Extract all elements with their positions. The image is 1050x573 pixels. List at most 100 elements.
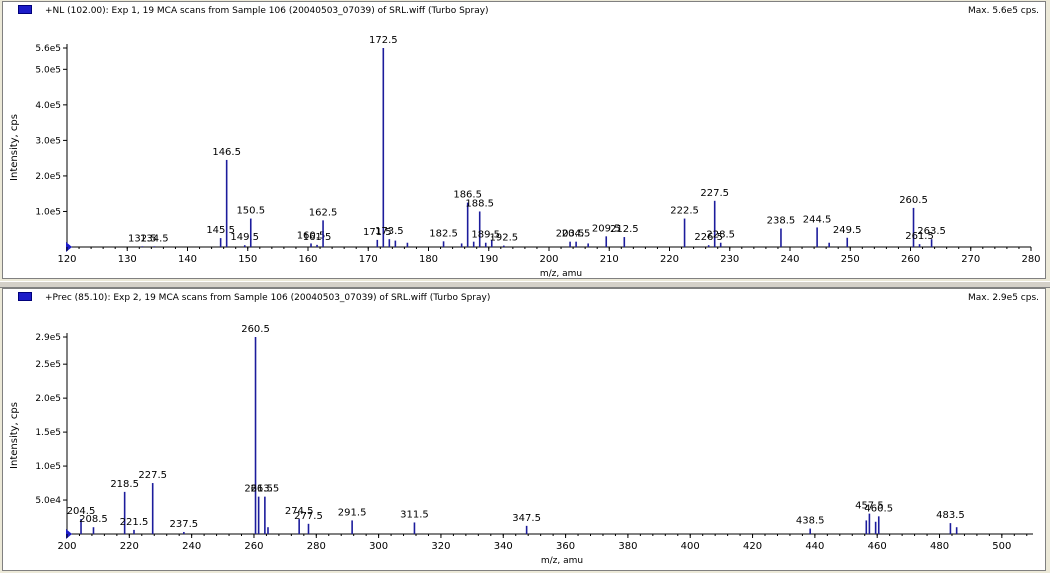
max-intensity-label: Max. 2.9e5 cps. bbox=[968, 293, 1039, 303]
y-tick-label: 1.5e5 bbox=[35, 428, 61, 438]
peak-label: 162.5 bbox=[309, 207, 338, 218]
x-tick-label: 380 bbox=[618, 541, 637, 552]
peak-label: 204.5 bbox=[562, 229, 591, 240]
peak-label: 209.5 bbox=[592, 223, 621, 234]
peak-label: 161.5 bbox=[303, 232, 332, 243]
x-tick-label: 200 bbox=[57, 541, 76, 552]
x-tick-label: 130 bbox=[118, 254, 137, 265]
x-tick-label: 320 bbox=[431, 541, 450, 552]
x-tick-label: 440 bbox=[805, 541, 824, 552]
peak-label: 204.5 bbox=[67, 506, 96, 517]
x-tick-label: 140 bbox=[178, 254, 197, 265]
x-tick-label: 420 bbox=[743, 541, 762, 552]
x-axis-label: m/z, amu bbox=[540, 269, 582, 279]
peak-label: 244.5 bbox=[803, 214, 832, 225]
peak-label: 457.5 bbox=[855, 501, 884, 512]
peak-label: 222.5 bbox=[670, 206, 699, 217]
pane-title: +Prec (85.10): Exp 2, 19 MCA scans from … bbox=[45, 293, 491, 303]
x-tick-label: 190 bbox=[479, 254, 498, 265]
y-tick-label: 2.0e5 bbox=[35, 394, 61, 404]
y-tick-label: 5.0e5 bbox=[35, 65, 61, 75]
x-tick-label: 180 bbox=[419, 254, 438, 265]
peak-label: 249.5 bbox=[833, 225, 862, 236]
x-tick-label: 340 bbox=[494, 541, 513, 552]
x-tick-label: 270 bbox=[961, 254, 980, 265]
y-tick-label: 4.0e5 bbox=[35, 101, 61, 111]
y-tick-label: 2.5e5 bbox=[35, 360, 61, 370]
peak-label: 132.5 bbox=[128, 233, 157, 244]
peak-label: 160.5 bbox=[297, 230, 326, 241]
x-tick-label: 160 bbox=[298, 254, 317, 265]
peak-label: 172.5 bbox=[369, 35, 398, 46]
x-tick-label: 150 bbox=[238, 254, 257, 265]
peak-label: 261.5 bbox=[905, 231, 934, 242]
x-tick-label: 400 bbox=[681, 541, 700, 552]
x-tick-label: 260 bbox=[244, 541, 263, 552]
y-tick-label: 5.6e5 bbox=[35, 44, 61, 54]
peak-label: 438.5 bbox=[796, 516, 825, 527]
x-tick-label: 240 bbox=[182, 541, 201, 552]
x-tick-label: 300 bbox=[369, 541, 388, 552]
peak-label: 150.5 bbox=[236, 206, 265, 217]
x-tick-label: 260 bbox=[901, 254, 920, 265]
peak-label: 221.5 bbox=[120, 517, 149, 528]
x-tick-label: 480 bbox=[930, 541, 949, 552]
peak-label: 260.5 bbox=[241, 324, 270, 335]
peak-label: 212.5 bbox=[610, 224, 639, 235]
peak-label: 291.5 bbox=[338, 507, 367, 518]
peak-label: 263.5 bbox=[917, 226, 946, 237]
peak-label: 347.5 bbox=[512, 513, 541, 524]
peak-label: 227.5 bbox=[700, 188, 729, 199]
peak-label: 460.5 bbox=[864, 503, 893, 514]
x-tick-label: 360 bbox=[556, 541, 575, 552]
peak-label: 186.5 bbox=[453, 190, 482, 201]
peak-label: 311.5 bbox=[400, 509, 429, 520]
x-axis-label: m/z, amu bbox=[541, 556, 583, 566]
y-tick-label: 1.0e5 bbox=[35, 207, 61, 217]
peak-label: 188.5 bbox=[465, 198, 494, 209]
peak-label: 263.5 bbox=[251, 484, 280, 495]
peak-label: 182.5 bbox=[429, 228, 458, 239]
peak-label: 149.5 bbox=[230, 232, 259, 243]
peak-label: 226.5 bbox=[694, 232, 723, 243]
peak-label: 134.5 bbox=[140, 233, 169, 244]
y-tick-label: 3.0e5 bbox=[35, 136, 61, 146]
x-tick-label: 250 bbox=[841, 254, 860, 265]
x-tick-label: 460 bbox=[868, 541, 887, 552]
peak-label: 260.5 bbox=[899, 195, 928, 206]
pane-icon[interactable] bbox=[18, 292, 32, 301]
pane-icon[interactable] bbox=[18, 5, 32, 14]
x-tick-label: 120 bbox=[57, 254, 76, 265]
spectrum-chart-prec[interactable]: 200 220 240 260 280 300 320 340 360 380 400 420 440 4… bbox=[3, 289, 1047, 572]
peak-label: 203.5 bbox=[556, 229, 585, 240]
peak-label: 146.5 bbox=[212, 147, 241, 158]
pane-splitter[interactable] bbox=[0, 281, 1050, 288]
peak-label: 274.5 bbox=[285, 506, 314, 517]
peak-label: 227.5 bbox=[138, 470, 167, 481]
peak-label: 218.5 bbox=[110, 479, 139, 490]
peak-label: 145.5 bbox=[206, 225, 235, 236]
y-axis-label: Intensity, cps bbox=[9, 402, 20, 469]
x-tick-label: 220 bbox=[660, 254, 679, 265]
spectrum-pane-nl: +NL (102.00): Exp 1, 19 MCA scans from S… bbox=[2, 1, 1046, 279]
y-tick-label: 1.0e5 bbox=[35, 462, 61, 472]
y-tick-label: 2.0e5 bbox=[35, 172, 61, 182]
peak-label: 261.5 bbox=[244, 484, 273, 495]
peak-label: 238.5 bbox=[767, 216, 796, 227]
y-axis-label: Intensity, cps bbox=[9, 114, 20, 181]
peak-label: 228.5 bbox=[706, 230, 735, 241]
peak-label: 483.5 bbox=[936, 510, 965, 521]
peak-label: 189.5 bbox=[471, 230, 500, 241]
x-tick-label: 230 bbox=[720, 254, 739, 265]
peak-label: 171.5 bbox=[363, 227, 392, 238]
max-intensity-label: Max. 5.6e5 cps. bbox=[968, 6, 1039, 16]
x-tick-label: 170 bbox=[359, 254, 378, 265]
x-tick-label: 220 bbox=[120, 541, 139, 552]
peak-label: 208.5 bbox=[79, 514, 108, 525]
spectrum-chart-nl[interactable]: 120 130 140 150 160 170 180 190 200 210 220 230 240 2… bbox=[3, 2, 1047, 280]
y-tick-label: 5.0e4 bbox=[35, 496, 61, 506]
peak-label: 173.5 bbox=[375, 226, 404, 237]
y-tick-label: 2.9e5 bbox=[35, 333, 61, 343]
peak-label: 237.5 bbox=[170, 519, 199, 530]
x-tick-label: 240 bbox=[780, 254, 799, 265]
